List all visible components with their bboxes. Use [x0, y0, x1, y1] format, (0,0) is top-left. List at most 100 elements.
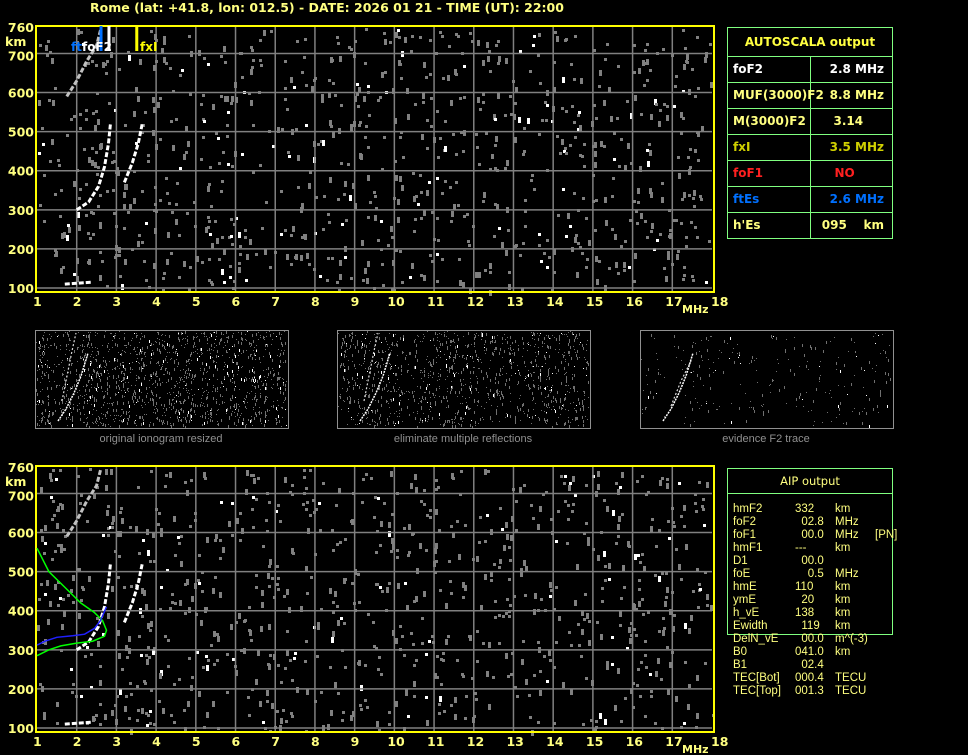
noise-dot: [96, 92, 99, 95]
noise-dot: [295, 128, 298, 131]
noise-dot: [185, 151, 188, 154]
thumb-noise: [187, 414, 188, 417]
noise-dot: [495, 136, 498, 142]
thumb-noise: [566, 372, 567, 373]
thumb-noise: [283, 382, 284, 383]
thumb-noise: [734, 361, 735, 364]
noise-dot: [231, 96, 234, 102]
noise-dot: [188, 35, 191, 38]
thumb-noise: [502, 374, 503, 375]
thumb-noise: [266, 415, 267, 416]
noise-dot: [171, 211, 174, 214]
thumb-noise: [785, 349, 786, 350]
thumb-noise: [550, 390, 551, 391]
thumb-noise: [357, 424, 358, 425]
thumb-noise: [119, 331, 120, 332]
noise-dot: [397, 199, 400, 205]
thumb-noise: [487, 393, 488, 394]
thumb-noise: [511, 362, 512, 365]
thumb-noise: [213, 360, 214, 363]
thumb-noise: [103, 396, 104, 399]
thumb-noise: [451, 366, 452, 369]
thumb-noise: [178, 362, 179, 365]
thumb-noise: [528, 344, 529, 345]
thumb-noise: [144, 377, 145, 380]
thumb-noise: [381, 396, 382, 399]
thumb-noise: [283, 383, 284, 384]
noise-dot: [367, 146, 370, 149]
thumb-noise: [465, 384, 466, 385]
thumb-noise: [159, 349, 160, 352]
thumb-noise: [350, 401, 351, 404]
thumb-noise: [192, 395, 193, 396]
thumb-noise: [395, 334, 396, 335]
thumb-noise: [583, 405, 584, 408]
thumb-noise: [145, 352, 146, 353]
noise-dot: [207, 226, 210, 229]
noise-dot: [619, 486, 622, 489]
thumb-noise: [469, 397, 470, 398]
noise-dot: [419, 543, 422, 549]
noise-dot: [447, 635, 450, 638]
thumb-noise: [577, 350, 578, 353]
thumb-noise: [838, 357, 839, 358]
thumb-noise: [255, 412, 256, 415]
thumb-noise: [38, 404, 39, 405]
autoscala-row: fxI 3.5 MHz: [728, 135, 892, 161]
noise-dot: [318, 502, 321, 505]
thumb-noise: [249, 393, 250, 394]
thumb-noise: [376, 361, 377, 362]
noise-dot: [692, 197, 695, 200]
thumb-noise: [547, 396, 548, 397]
noise-dot: [603, 145, 606, 148]
noise-dot: [231, 502, 234, 505]
noise-dot: [444, 180, 447, 183]
thumb-noise: [569, 355, 570, 356]
noise-dot: [137, 486, 140, 489]
noise-dot: [184, 583, 187, 586]
thumb-noise: [844, 386, 845, 387]
x-tick-label: 6: [232, 294, 241, 309]
thumb-noise: [285, 397, 286, 400]
thumb-noise: [854, 408, 855, 409]
thumb-noise: [137, 347, 138, 348]
thumb-noise: [475, 335, 476, 338]
thumb-noise: [538, 366, 539, 367]
noise-dot: [311, 86, 314, 92]
thumb-noise: [251, 343, 252, 346]
thumb-noise: [83, 335, 84, 336]
noise-dot: [284, 667, 287, 670]
thumb-noise: [42, 378, 43, 379]
noise-dot: [634, 95, 637, 101]
noise-dot: [279, 520, 282, 523]
thumb-noise: [245, 407, 246, 408]
noise-dot: [637, 201, 640, 204]
thumb-noise: [530, 373, 531, 374]
thumb-noise: [471, 385, 472, 388]
noise-dot: [167, 232, 170, 238]
thumb-noise: [59, 402, 60, 405]
thumb-noise: [372, 384, 373, 387]
thumb-noise: [437, 334, 438, 335]
thumb-noise: [137, 354, 138, 355]
thumb-noise: [128, 412, 129, 413]
noise-dot: [275, 510, 278, 513]
thumb-noise: [92, 351, 93, 352]
thumb-noise: [261, 412, 262, 413]
noise-dot: [185, 126, 188, 132]
thumb-noise: [184, 381, 185, 382]
thumb-noise: [209, 337, 210, 338]
thumb-noise: [447, 331, 448, 332]
thumb-noise: [50, 422, 51, 425]
thumb-noise: [169, 402, 170, 405]
thumb-noise: [259, 407, 260, 408]
noise-dot: [439, 137, 442, 140]
thumb-noise: [231, 413, 232, 416]
noise-dot: [291, 493, 294, 496]
thumb-noise: [582, 416, 583, 419]
noise-dot: [63, 611, 66, 617]
thumb-noise: [500, 397, 501, 400]
noise-dot: [191, 596, 194, 602]
noise-dot: [478, 541, 481, 544]
noise-dot: [118, 653, 121, 659]
